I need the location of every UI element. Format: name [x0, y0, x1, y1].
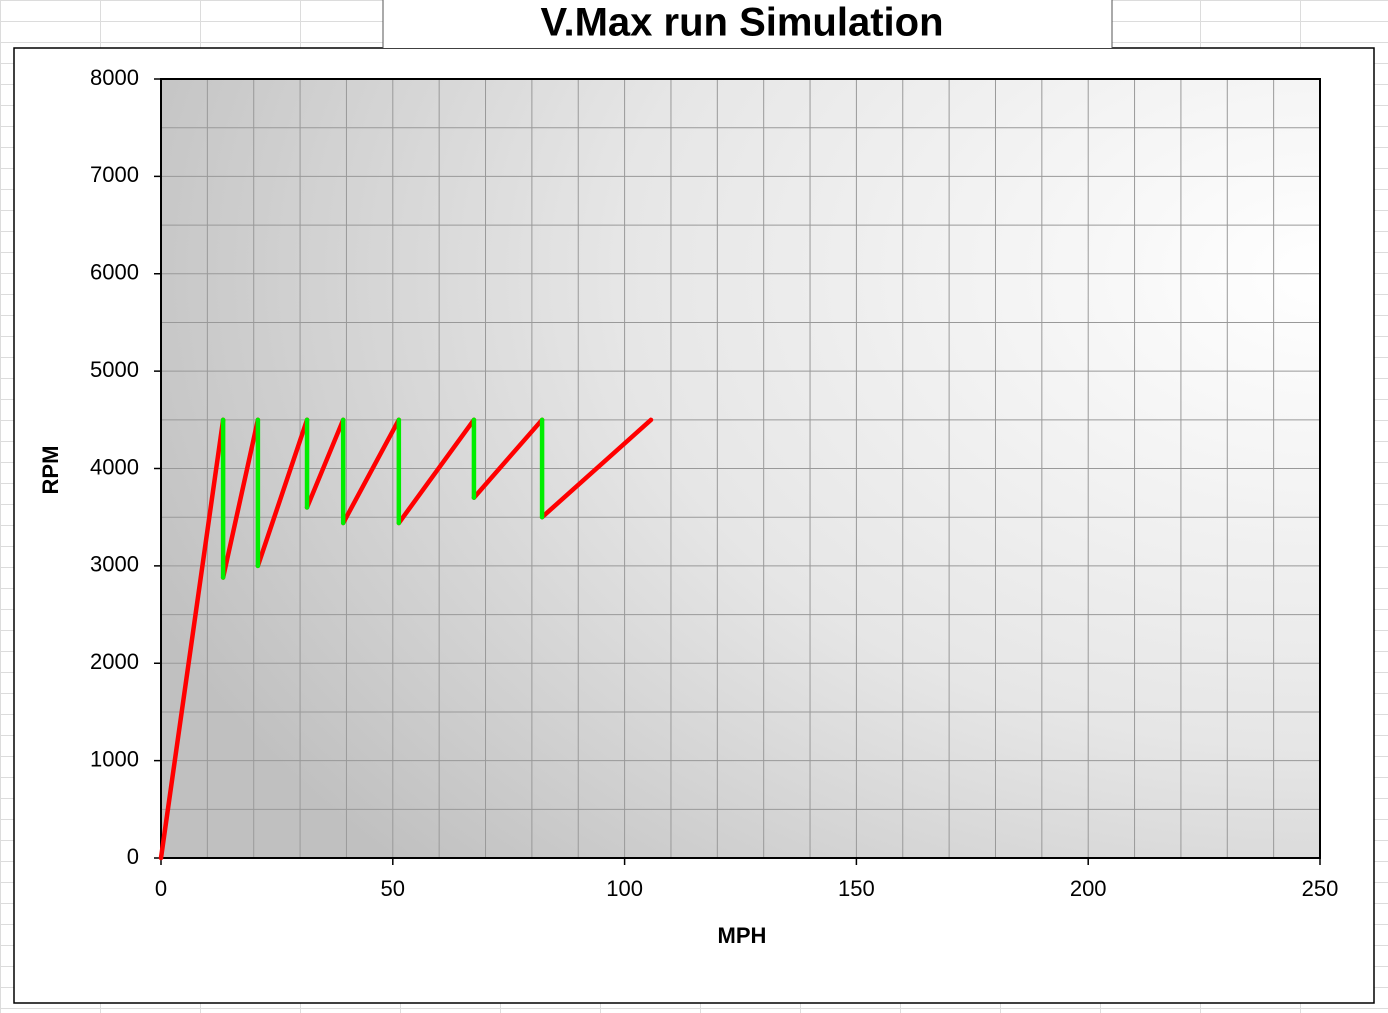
chart-title: V.Max run Simulation — [540, 1, 943, 45]
x-tick-label: 100 — [606, 876, 643, 901]
title-box — [383, 0, 1112, 48]
y-axis-label: RPM — [38, 446, 63, 495]
y-tick-label: 0 — [127, 844, 139, 869]
y-tick-label: 4000 — [90, 454, 139, 479]
data-line — [158, 417, 654, 861]
y-tick-label: 1000 — [90, 746, 139, 771]
data-line — [220, 417, 545, 580]
x-tick-label: 250 — [1302, 876, 1339, 901]
y-tick-label: 5000 — [90, 357, 139, 382]
y-tick-label: 6000 — [90, 260, 139, 285]
y-tick-label: 2000 — [90, 649, 139, 674]
x-tick-label: 150 — [838, 876, 875, 901]
x-tick-label: 50 — [381, 876, 405, 901]
y-tick-label: 7000 — [90, 162, 139, 187]
x-tick-label: 200 — [1070, 876, 1107, 901]
x-tick-label: 0 — [155, 876, 167, 901]
x-axis-label: MPH — [718, 923, 767, 948]
y-tick-label: 8000 — [90, 65, 139, 90]
y-tick-label: 3000 — [90, 552, 139, 577]
